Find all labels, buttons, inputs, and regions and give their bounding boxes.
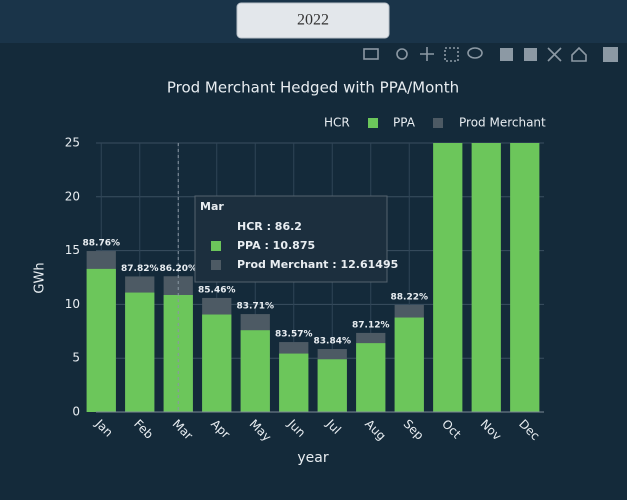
x-tick-label: Jul <box>323 416 344 437</box>
x-tick-label: Dec <box>516 417 542 443</box>
y-axis-title: GWh <box>33 262 48 293</box>
x-tick-label: Aug <box>362 417 388 443</box>
y-tick-label: 25 <box>65 136 80 150</box>
data-label: 87.82% <box>121 264 159 274</box>
data-label: 83.57% <box>275 330 313 340</box>
plotly-logo[interactable] <box>603 47 618 62</box>
x-tick-label: Nov <box>478 417 504 443</box>
legend-label: PPA <box>393 116 416 130</box>
tooltip-swatch <box>211 260 221 270</box>
tooltip-item: Prod Merchant : 12.61495 <box>237 258 398 271</box>
bar <box>394 317 424 412</box>
x-tick-label: Feb <box>131 417 156 442</box>
bar <box>356 343 386 412</box>
bar <box>317 359 347 412</box>
x-tick-label: Jan <box>92 416 116 440</box>
legend-swatch <box>368 118 378 128</box>
x-tick-label: Sep <box>401 417 427 443</box>
zoom-in-icon[interactable] <box>500 48 513 61</box>
tooltip-swatch <box>211 241 221 251</box>
plot-area <box>86 143 540 412</box>
data-label: 85.46% <box>198 285 236 295</box>
lasso-icon[interactable] <box>467 47 483 59</box>
bar <box>202 314 232 412</box>
data-label: 83.84% <box>314 337 352 347</box>
tooltip-title: Mar <box>200 200 224 213</box>
year-button-label[interactable]: 2022 <box>297 12 329 29</box>
bar <box>125 292 155 412</box>
modebar <box>363 46 618 62</box>
data-label: 87.12% <box>352 320 390 330</box>
y-tick-label: 20 <box>65 189 80 203</box>
legend-label: Prod Merchant <box>459 116 546 130</box>
zoom-icon[interactable] <box>396 48 408 60</box>
x-tick-label: May <box>247 417 274 444</box>
tooltip-box <box>194 195 388 283</box>
bar <box>510 143 540 412</box>
year-button[interactable] <box>236 2 390 39</box>
x-tick-label: Mar <box>170 417 196 443</box>
bar <box>471 143 501 412</box>
legend-swatch <box>433 118 443 128</box>
y-tick-label: 0 <box>72 405 80 419</box>
bar <box>240 330 270 412</box>
x-axis-title: year <box>297 450 328 466</box>
reset-icon[interactable] <box>571 46 587 62</box>
pan-icon[interactable] <box>420 47 434 61</box>
data-label: 88.76% <box>83 239 121 249</box>
select-icon[interactable] <box>444 47 459 62</box>
y-tick-label: 5 <box>72 351 80 365</box>
camera-icon[interactable] <box>363 48 379 60</box>
legend-label: HCR <box>324 116 350 130</box>
x-tick-label: Apr <box>208 417 233 442</box>
bar <box>86 268 116 412</box>
tooltip-item: HCR : 86.2 <box>237 220 302 233</box>
data-label: 83.71% <box>237 302 275 312</box>
bar <box>433 143 463 412</box>
y-tick-label: 10 <box>65 297 80 311</box>
autoscale-icon[interactable] <box>547 47 562 62</box>
bar <box>279 353 309 412</box>
data-label: 86.20% <box>160 264 198 274</box>
data-label: 88.22% <box>391 292 429 302</box>
x-tick-label: Jun <box>284 416 308 440</box>
x-tick-label: Oct <box>439 417 464 442</box>
chart-title: Prod Merchant Hedged with PPA/Month <box>167 79 459 97</box>
y-tick-label: 15 <box>65 243 80 257</box>
tooltip-item: PPA : 10.875 <box>237 239 315 252</box>
zoom-out-icon[interactable] <box>524 48 537 61</box>
